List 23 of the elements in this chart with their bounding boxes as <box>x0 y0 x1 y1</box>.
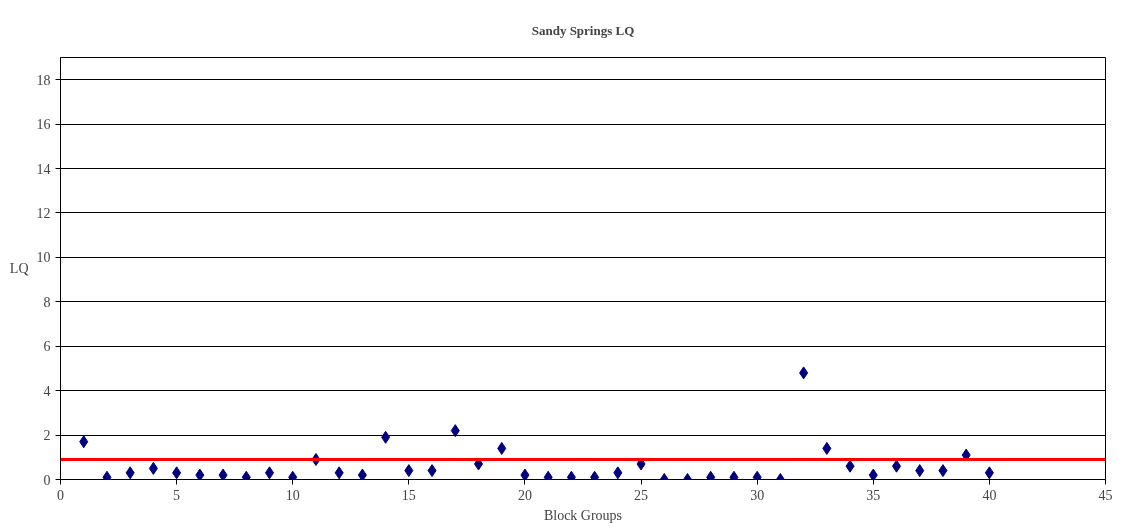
y-tick-label: 6 <box>43 339 51 355</box>
x-tick-label: 30 <box>750 487 765 503</box>
x-tick-label: 25 <box>634 487 649 503</box>
x-tick-label: 20 <box>517 487 532 503</box>
y-tick-label: 0 <box>43 472 51 488</box>
y-tick-label: 18 <box>36 72 51 88</box>
y-tick-label: 10 <box>36 250 51 266</box>
y-tick-label: 8 <box>43 294 51 310</box>
x-tick-label: 40 <box>982 487 997 503</box>
x-tick-label: 15 <box>401 487 416 503</box>
y-tick-label: 14 <box>36 161 51 177</box>
y-tick-label: 12 <box>36 205 51 221</box>
y-tick-label: 2 <box>43 428 51 444</box>
x-axis-title: Block Groups <box>543 507 623 523</box>
x-tick-label: 35 <box>866 487 881 503</box>
x-tick-label: 45 <box>1098 487 1113 503</box>
y-tick-label: 4 <box>43 383 51 399</box>
y-axis-title: LQ <box>9 261 29 276</box>
chart-title: Sandy Springs LQ <box>531 22 635 38</box>
x-tick-label: 10 <box>285 487 300 503</box>
x-tick-label: 0 <box>57 487 64 503</box>
y-tick-label: 16 <box>36 117 51 133</box>
x-tick-label: 5 <box>173 487 181 503</box>
